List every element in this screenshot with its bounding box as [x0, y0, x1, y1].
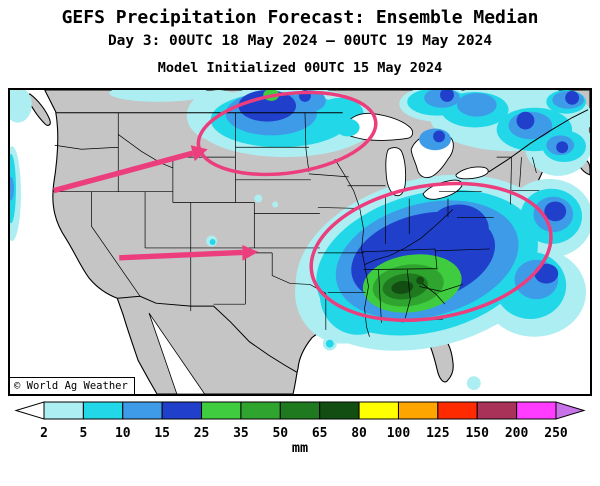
colorbar-tick: 50 [272, 426, 288, 441]
colorbar-tick: 100 [387, 426, 411, 441]
title-block: GEFS Precipitation Forecast: Ensemble Me… [0, 0, 600, 76]
colorbar-tick: 25 [194, 426, 210, 441]
gulf-of-california [148, 312, 206, 394]
copyright-label: © World Ag Weather [10, 376, 135, 394]
colorbar-tick: 80 [351, 426, 367, 441]
subtitle-valid-period: Day 3: 00UTC 18 May 2024 — 00UTC 19 May … [107, 33, 493, 49]
annotations [52, 90, 553, 322]
colorbar-segment [358, 401, 399, 420]
us-canada-border [55, 109, 589, 173]
colorbar-segment [122, 401, 163, 420]
colorbar-tick: 125 [426, 426, 449, 441]
lake-ontario [455, 166, 489, 180]
highlight-ellipse-southeast [309, 181, 553, 322]
vancouver-island [25, 93, 51, 126]
colorbar-tick: 65 [312, 426, 328, 441]
colorbar-tick: 5 [79, 426, 87, 441]
highlight-ellipse-north [196, 90, 378, 177]
lake-michigan [385, 147, 407, 197]
colorbar-tick: 10 [115, 426, 131, 441]
colorbar-svg: 2 5 10 15 25 35 50 65 80 100 125 150 200 250 [14, 401, 586, 441]
colorbar-left-arrow [14, 401, 45, 420]
colorbar-tick: 15 [154, 426, 170, 441]
colorbar-segment [437, 401, 478, 420]
colorbar-tick: 150 [465, 426, 489, 441]
colorbar-segment [279, 401, 321, 420]
colorbar-unit-label: mm [291, 440, 309, 456]
subtitle-init-time: Model Initialized 00UTC 15 May 2024 [157, 60, 443, 76]
colorbar-segment [476, 401, 518, 420]
page-title: GEFS Precipitation Forecast: Ensemble Me… [61, 7, 539, 28]
lake-superior [342, 112, 414, 141]
precip-65mm-layer [391, 276, 425, 294]
arrow-south-icon [119, 244, 259, 261]
colorbar-tick: 250 [544, 426, 568, 441]
colorbar-segment [319, 401, 360, 420]
colorbar-tick: 35 [233, 426, 249, 441]
colorbar-segment [201, 401, 242, 420]
forecast-map: © World Ag Weather [8, 88, 592, 396]
colorbar-segment [43, 401, 84, 420]
colorbar-segment [516, 401, 557, 420]
arrow-north-icon [52, 145, 208, 194]
colorbar-right-arrow [555, 401, 586, 420]
map-svg [10, 90, 590, 394]
colorbar-segment [82, 401, 124, 420]
us-mexico-border [117, 295, 298, 373]
colorbar: 2 5 10 15 25 35 50 65 80 100 125 150 200 250 [14, 400, 586, 442]
colorbar-segment [240, 401, 281, 420]
colorbar-tick: 200 [505, 426, 529, 441]
colorbar-segment [161, 401, 203, 420]
colorbar-tick: 2 [40, 426, 48, 441]
colorbar-segment [397, 401, 439, 420]
country-borders [55, 109, 589, 373]
precip-over-lakes [335, 118, 451, 151]
